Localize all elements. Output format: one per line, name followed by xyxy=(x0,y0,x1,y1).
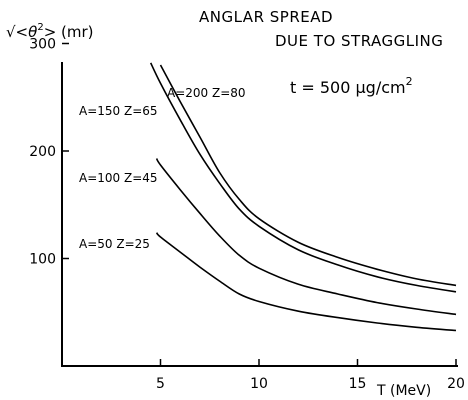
x-tick-label: 5 xyxy=(156,376,165,392)
y-axis-label-prefix: √< xyxy=(6,23,28,41)
series-label: A=200 Z=80 xyxy=(167,86,246,100)
x-ticks: 5 10 15 20 xyxy=(156,359,465,392)
series-line xyxy=(149,62,457,293)
series-line xyxy=(159,64,457,287)
series-label: A=50 Z=25 xyxy=(79,237,150,251)
x-tick-label: 10 xyxy=(250,376,268,392)
chart-title-line2: DUE TO STRAGGLING xyxy=(275,32,443,50)
title-block: ANGLAR SPREAD DUE TO STRAGGLING xyxy=(199,8,443,50)
x-tick-label: 20 xyxy=(447,376,465,392)
y-axis-label-suffix: > (mr) xyxy=(44,23,94,41)
thickness-annotation-text: t = 500 μg/cm xyxy=(290,78,406,97)
series-lines xyxy=(149,62,457,332)
y-tick-label: 300 xyxy=(29,37,56,53)
y-axis-label-theta: θ xyxy=(28,23,37,41)
thickness-annotation: t = 500 μg/cm2 xyxy=(290,75,413,97)
series-labels: A=200 Z=80 A=150 Z=65 A=100 Z=45 A=50 Z=25 xyxy=(79,86,246,251)
x-axis-label: T (MeV) xyxy=(376,383,431,399)
series-line xyxy=(155,158,457,316)
x-tick-label: 15 xyxy=(349,376,367,392)
series-label: A=150 Z=65 xyxy=(79,104,158,118)
chart-title-line1: ANGLAR SPREAD xyxy=(199,8,333,26)
thickness-annotation-sup: 2 xyxy=(406,75,413,88)
y-axis-label: √<θ2> (mr) xyxy=(6,22,94,41)
y-axis-label-sup: 2 xyxy=(37,22,43,33)
y-ticks: 100 200 300 xyxy=(29,37,69,268)
series-line xyxy=(155,232,457,332)
y-tick-label: 100 xyxy=(29,252,56,268)
series-label: A=100 Z=45 xyxy=(79,171,158,185)
y-tick-label: 200 xyxy=(29,144,56,160)
